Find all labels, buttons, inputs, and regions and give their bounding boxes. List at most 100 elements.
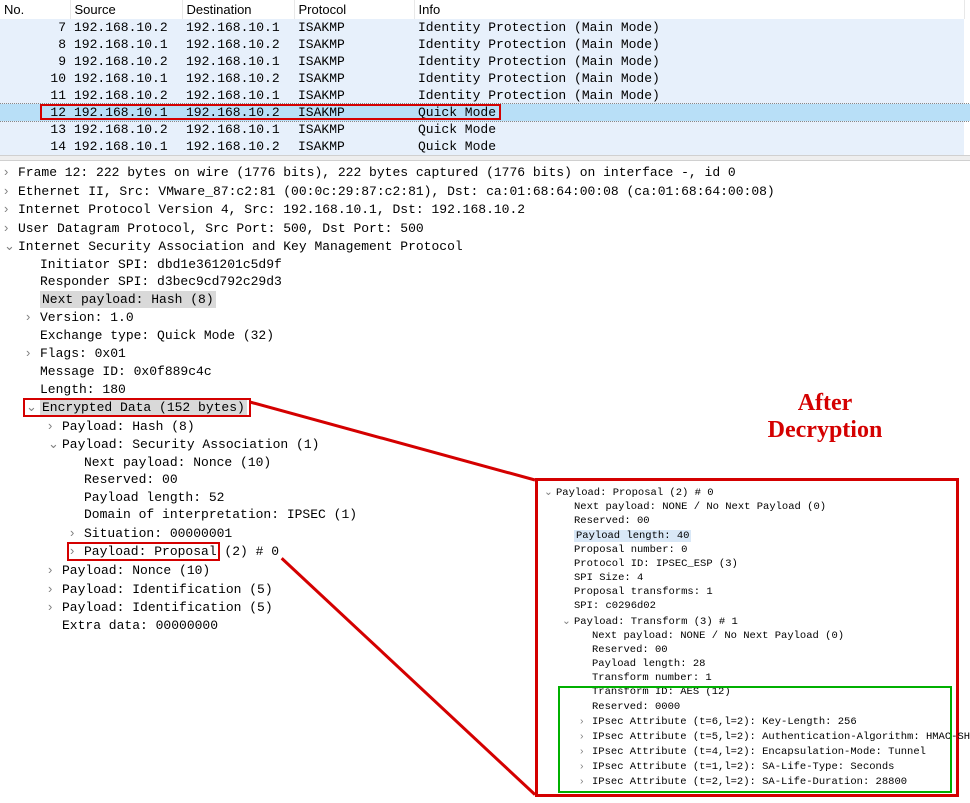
tree-row[interactable]: ›Ethernet II, Src: VMware_87:c2:81 (00:0… <box>4 182 966 201</box>
packet-no: 8 <box>0 36 70 53</box>
tree-row-label: Encrypted Data (152 bytes) <box>40 399 247 417</box>
tree-row[interactable]: ›Flags: 0x01 <box>4 344 966 363</box>
chevron-down-icon[interactable]: ⌄ <box>26 398 40 416</box>
packet-row[interactable]: 8192.168.10.1192.168.10.2ISAKMPIdentity … <box>0 36 970 53</box>
packet-destination: 192.168.10.1 <box>182 19 294 36</box>
col-source[interactable]: Source <box>70 0 182 19</box>
chevron-right-icon[interactable]: › <box>580 744 592 758</box>
tree-row-label: Payload: Identification (5) <box>62 581 273 599</box>
chevron-right-icon[interactable]: › <box>4 182 18 200</box>
packet-protocol: ISAKMP <box>294 87 414 104</box>
packet-info: Identity Protection (Main Mode) <box>414 36 964 53</box>
decrypt-row[interactable]: ⌄Payload: Proposal (2) # 0 <box>544 485 950 500</box>
decrypt-row[interactable]: ›IPsec Attribute (t=1,l=2): SA-Life-Type… <box>544 759 950 774</box>
tree-row: Message ID: 0x0f889c4c <box>4 363 966 381</box>
chevron-right-icon[interactable]: › <box>48 417 62 435</box>
chevron-right-icon[interactable]: › <box>70 524 84 542</box>
packet-row[interactable]: 7192.168.10.2192.168.10.1ISAKMPIdentity … <box>0 19 970 36</box>
chevron-right-icon[interactable]: › <box>26 308 40 326</box>
after-decryption-label: After Decryption <box>735 390 915 444</box>
packet-row[interactable]: 14192.168.10.1192.168.10.2ISAKMPQuick Mo… <box>0 138 970 155</box>
packet-destination: 192.168.10.1 <box>182 121 294 138</box>
tree-row[interactable]: ›Frame 12: 222 bytes on wire (1776 bits)… <box>4 163 966 182</box>
packet-row[interactable]: 9192.168.10.2192.168.10.1ISAKMPIdentity … <box>0 53 970 70</box>
chevron-right-icon[interactable]: › <box>48 598 62 616</box>
decrypt-row-label: IPsec Attribute (t=4,l=2): Encapsulation… <box>592 746 926 758</box>
decrypt-row: Reserved: 00 <box>544 514 950 528</box>
packet-row[interactable]: 11192.168.10.2192.168.10.1ISAKMPIdentity… <box>0 87 970 104</box>
decrypt-row: Next payload: NONE / No Next Payload (0) <box>544 629 950 643</box>
tree-row: Initiator SPI: dbd1e361201c5d9f <box>4 256 966 274</box>
decrypt-row-label: Transform number: 1 <box>592 672 712 684</box>
decrypt-row[interactable]: ›IPsec Attribute (t=5,l=2): Authenticati… <box>544 729 950 744</box>
chevron-right-icon[interactable]: › <box>580 774 592 788</box>
packet-info: Identity Protection (Main Mode) <box>414 53 964 70</box>
col-no[interactable]: No. <box>0 0 70 19</box>
tree-row[interactable]: ›Internet Protocol Version 4, Src: 192.1… <box>4 200 966 219</box>
decrypt-row-label: IPsec Attribute (t=2,l=2): SA-Life-Durat… <box>592 776 907 788</box>
chevron-right-icon[interactable]: › <box>4 200 18 218</box>
chevron-down-icon[interactable]: ⌄ <box>48 435 62 453</box>
packet-source: 192.168.10.1 <box>70 138 182 155</box>
packet-info: Quick Mode <box>414 121 964 138</box>
tree-row[interactable]: ›User Datagram Protocol, Src Port: 500, … <box>4 219 966 238</box>
packet-destination: 192.168.10.1 <box>182 53 294 70</box>
chevron-right-icon[interactable]: › <box>4 219 18 237</box>
decrypt-row-label: Reserved: 0000 <box>592 701 680 713</box>
chevron-right-icon[interactable]: › <box>48 580 62 598</box>
callout-line2: Decryption <box>735 417 915 444</box>
tree-row-label: Next payload: Nonce (10) <box>84 454 271 472</box>
tree-row: Responder SPI: d3bec9cd792c29d3 <box>4 273 966 291</box>
col-destination[interactable]: Destination <box>182 0 294 19</box>
chevron-right-icon[interactable]: › <box>580 759 592 773</box>
packet-destination: 192.168.10.2 <box>182 70 294 87</box>
packet-row[interactable]: 13192.168.10.2192.168.10.1ISAKMPQuick Mo… <box>0 121 970 138</box>
decrypt-row: Transform number: 1 <box>544 671 950 685</box>
packet-destination: 192.168.10.2 <box>182 138 294 155</box>
decrypt-row-label: Payload length: 40 <box>574 530 691 542</box>
packet-protocol: ISAKMP <box>294 70 414 87</box>
chevron-right-icon[interactable]: › <box>48 561 62 579</box>
packet-no: 9 <box>0 53 70 70</box>
packet-row[interactable]: 12192.168.10.1192.168.10.2ISAKMPQuick Mo… <box>0 104 970 121</box>
col-info[interactable]: Info <box>414 0 964 19</box>
decrypt-row[interactable]: ›IPsec Attribute (t=2,l=2): SA-Life-Dura… <box>544 774 950 789</box>
chevron-right-icon[interactable]: › <box>70 542 84 560</box>
decrypt-row-label: Reserved: 00 <box>592 644 668 656</box>
tree-row-label: Extra data: 00000000 <box>62 617 218 635</box>
decrypt-row-label: Next payload: NONE / No Next Payload (0) <box>592 630 844 642</box>
packet-table-header: No. Source Destination Protocol Info <box>0 0 970 19</box>
tree-row-label: Situation: 00000001 <box>84 525 232 543</box>
tree-row[interactable]: ›Version: 1.0 <box>4 308 966 327</box>
packet-no: 12 <box>0 104 70 121</box>
decrypt-row[interactable]: ›IPsec Attribute (t=6,l=2): Key-Length: … <box>544 714 950 729</box>
decrypt-row-label: Payload: Proposal (2) # 0 <box>556 487 714 499</box>
chevron-right-icon[interactable]: › <box>580 714 592 728</box>
decrypt-row-label: Payload: Transform (3) # 1 <box>574 616 738 628</box>
decrypt-row: Payload length: 40 <box>544 529 950 543</box>
decrypt-row[interactable]: ⌄Payload: Transform (3) # 1 <box>544 614 950 629</box>
packet-source: 192.168.10.1 <box>70 70 182 87</box>
chevron-right-icon[interactable]: › <box>26 344 40 362</box>
packet-table: No. Source Destination Protocol Info 719… <box>0 0 970 155</box>
packet-protocol: ISAKMP <box>294 104 414 121</box>
decrypt-row: Transform ID: AES (12) <box>544 685 950 699</box>
tree-row-label: Initiator SPI: dbd1e361201c5d9f <box>40 256 282 274</box>
decrypt-row[interactable]: ›IPsec Attribute (t=4,l=2): Encapsulatio… <box>544 744 950 759</box>
tree-row-label: Internet Security Association and Key Ma… <box>18 238 463 256</box>
packet-info: Identity Protection (Main Mode) <box>414 87 964 104</box>
chevron-down-icon[interactable]: ⌄ <box>4 237 18 255</box>
packet-row[interactable]: 10192.168.10.1192.168.10.2ISAKMPIdentity… <box>0 70 970 87</box>
tree-row[interactable]: ⌄Internet Security Association and Key M… <box>4 237 966 256</box>
chevron-down-icon[interactable]: ⌄ <box>562 614 574 628</box>
chevron-right-icon[interactable]: › <box>580 729 592 743</box>
tree-row-label: Internet Protocol Version 4, Src: 192.16… <box>18 201 525 219</box>
col-protocol[interactable]: Protocol <box>294 0 414 19</box>
tree-row-label: Payload: Proposal (2) # 0 <box>84 543 279 561</box>
chevron-right-icon[interactable]: › <box>4 163 18 181</box>
decrypt-row-label: SPI Size: 4 <box>574 572 643 584</box>
decrypted-payload-panel: ⌄Payload: Proposal (2) # 0Next payload: … <box>535 478 959 797</box>
decrypt-row: Proposal number: 0 <box>544 543 950 557</box>
decrypt-row-label: IPsec Attribute (t=5,l=2): Authenticatio… <box>592 731 970 743</box>
chevron-down-icon[interactable]: ⌄ <box>544 485 556 499</box>
